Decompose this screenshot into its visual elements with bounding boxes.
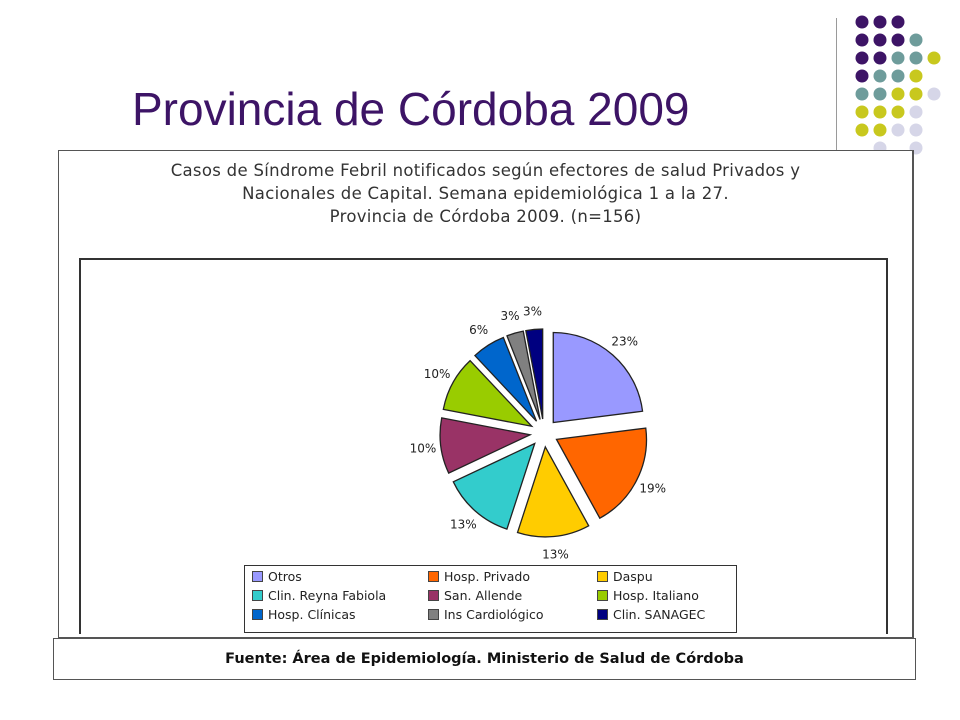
decorative-dot (909, 105, 923, 119)
pie-slice (506, 330, 541, 420)
legend-swatch (252, 609, 263, 620)
pie-chart: 23% 19% 13% 13% 10% 10% 6% 3% 3% (410, 305, 666, 560)
chart-title-line-3: Provincia de Córdoba 2009. (n=156) (329, 207, 642, 226)
source-note: Fuente: Área de Epidemiología. Ministeri… (53, 638, 916, 680)
pie-slice (442, 359, 534, 428)
decorative-dot (891, 123, 905, 137)
title-divider (836, 18, 837, 150)
slice-label: 13% (450, 518, 477, 532)
decorative-dot (909, 51, 923, 65)
decorative-dot (873, 105, 887, 119)
legend-item: Clin. Reyna Fabiola (252, 589, 386, 603)
decorative-dot (891, 69, 905, 83)
slice-label: 10% (410, 441, 437, 455)
legend-label: Otros (268, 569, 302, 584)
pie-slice (555, 427, 648, 520)
legend-swatch (252, 571, 263, 582)
decorative-dot (873, 123, 887, 137)
chart-title-line-2: Nacionales de Capital. Semana epidemioló… (242, 184, 729, 203)
chart-title: Casos de Síndrome Febril notificados seg… (59, 159, 912, 228)
decorative-dot (909, 69, 923, 83)
decorative-dot (891, 15, 905, 29)
legend-label: Ins Cardiológico (444, 607, 544, 622)
legend-item: Otros (252, 570, 302, 584)
slice-label: 6% (469, 323, 488, 337)
legend-swatch (428, 571, 439, 582)
decorative-dot (873, 15, 887, 29)
legend-swatch (428, 609, 439, 620)
legend-label: Clin. SANAGEC (613, 607, 706, 622)
decorative-dot (873, 51, 887, 65)
chart-frame: Casos de Síndrome Febril notificados seg… (58, 150, 914, 638)
decorative-dot (909, 87, 923, 101)
decorative-dot (855, 51, 869, 65)
decorative-dot (891, 105, 905, 119)
legend-item: San. Allende (428, 589, 522, 603)
decorative-dot (855, 123, 869, 137)
decorative-dot (855, 33, 869, 47)
decorative-dot (855, 69, 869, 83)
decorative-dot (909, 123, 923, 137)
pie-slice (525, 328, 544, 420)
legend-label: San. Allende (444, 588, 523, 603)
decorative-dot (909, 33, 923, 47)
plot-area: 23% 19% 13% 13% 10% 10% 6% 3% 3% Otros Hosp. Priv… (79, 258, 888, 634)
legend-swatch (428, 590, 439, 601)
slice-label: 3% (523, 305, 542, 319)
pie-slice (516, 445, 590, 538)
pie-slice (452, 442, 536, 530)
slice-label: 10% (424, 367, 451, 381)
decorative-dot (927, 87, 941, 101)
decorative-dot (873, 87, 887, 101)
legend-swatch (252, 590, 263, 601)
pie-slice (473, 336, 538, 422)
legend-item: Clin. SANAGEC (597, 608, 705, 622)
decorative-dot (855, 105, 869, 119)
slice-label: 23% (611, 334, 638, 348)
legend-swatch (597, 571, 608, 582)
legend-item: Ins Cardiológico (428, 608, 544, 622)
decorative-dot (927, 51, 941, 65)
legend-label: Daspu (613, 569, 653, 584)
legend-label: Hosp. Privado (444, 569, 531, 584)
pie-slice (439, 417, 533, 474)
legend-swatch (597, 590, 608, 601)
slice-label: 13% (542, 547, 569, 560)
decorative-dot-grid (855, 15, 941, 155)
slice-label: 3% (500, 309, 519, 323)
decorative-dot (855, 87, 869, 101)
legend-label: Clin. Reyna Fabiola (268, 588, 387, 603)
decorative-dot (891, 33, 905, 47)
legend-label: Hosp. Clínicas (268, 607, 356, 622)
chart-title-line-1: Casos de Síndrome Febril notificados seg… (170, 161, 801, 180)
decorative-dot (873, 33, 887, 47)
decorative-dot (891, 51, 905, 65)
slide-title: Provincia de Córdoba 2009 (132, 83, 690, 135)
decorative-dot (891, 87, 905, 101)
slice-label: 19% (639, 481, 666, 495)
legend-item: Hosp. Privado (428, 570, 530, 584)
legend-item: Daspu (597, 570, 653, 584)
decorative-dot (873, 69, 887, 83)
legend-label: Hosp. Italiano (613, 588, 699, 603)
legend-item: Hosp. Italiano (597, 589, 699, 603)
decorative-dot (855, 15, 869, 29)
legend-swatch (597, 609, 608, 620)
chart-legend: Otros Hosp. Privado Daspu Clin. Reyna Fabio… (244, 565, 737, 633)
pie-slice (552, 331, 644, 424)
legend-item: Hosp. Clínicas (252, 608, 356, 622)
